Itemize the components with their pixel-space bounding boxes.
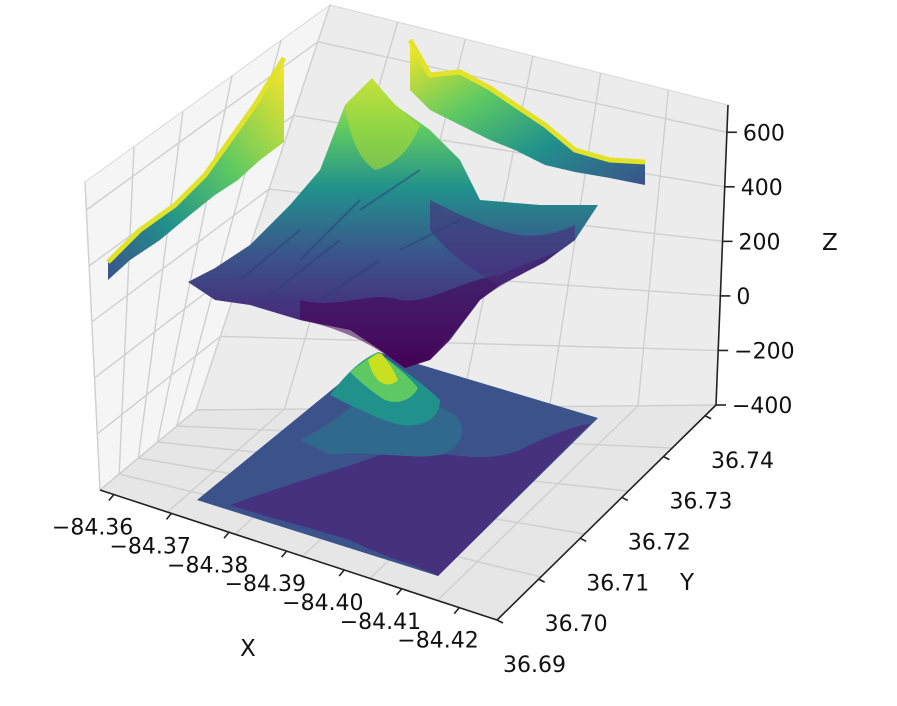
- surface-body: [188, 78, 598, 368]
- z-tick-label: 200: [739, 230, 781, 255]
- grid-line: [195, 4, 331, 411]
- left-wall-profile-edge: [106, 56, 287, 264]
- y-axis-line: [496, 404, 717, 621]
- grid-line: [156, 75, 233, 443]
- grid-line: [137, 111, 184, 459]
- y-tick-label: 36.70: [545, 612, 608, 637]
- z-axis-label: Z: [822, 230, 838, 256]
- grid-line: [99, 409, 197, 491]
- left-wall-profile: [106, 56, 287, 280]
- x-axis-ticks: −84.36−84.37−84.38−84.39−84.40−84.41−84.…: [52, 494, 479, 654]
- grid-line: [220, 335, 719, 352]
- back-wall-profile-fill: [410, 40, 645, 185]
- grid-line: [84, 181, 101, 491]
- x-tick: [453, 607, 460, 615]
- x-tick: [396, 588, 403, 596]
- y-tick: [621, 496, 629, 502]
- x-tick-label: −84.40: [282, 591, 363, 616]
- y-tick: [496, 619, 504, 624]
- x-tick-label: −84.38: [167, 553, 248, 578]
- grid-line: [436, 405, 639, 602]
- surface-valley: [430, 200, 575, 285]
- y-tick-label: 36.71: [586, 571, 649, 596]
- x-tick-label: −84.39: [225, 572, 306, 597]
- y-tick: [663, 455, 670, 461]
- y-tick-label: 36.69: [503, 653, 566, 678]
- y-tick: [538, 578, 545, 583]
- y-tick: [579, 537, 587, 543]
- back-wall-profile: [407, 38, 646, 185]
- surface-ridge-lines: [239, 169, 461, 301]
- surface: [188, 78, 598, 368]
- grid-line: [637, 89, 669, 406]
- z-tick-label: 0: [736, 285, 750, 310]
- grid-line: [91, 188, 270, 323]
- y-tick-label: 36.73: [669, 490, 732, 515]
- surface-peak-highlight: [345, 78, 420, 170]
- y-tick-label: 36.74: [711, 449, 774, 474]
- y-axis-ticks: 36.69 36.70 36.71 36.72 36.73 36.74: [496, 415, 774, 678]
- x-tick-label: −84.42: [397, 629, 478, 654]
- x-tick: [280, 550, 288, 558]
- back-wall-profile-edge: [407, 38, 646, 165]
- z-tick-label: −200: [734, 339, 794, 364]
- x-axis-line: [99, 489, 498, 621]
- axis-edges: [99, 104, 729, 621]
- x-tick-label: −84.37: [109, 534, 190, 559]
- grid-line: [96, 335, 221, 435]
- floor-contour-peak: [368, 353, 398, 385]
- x-axis-label: X: [240, 636, 256, 662]
- x-tick: [338, 569, 345, 577]
- z-axis-line: [715, 104, 729, 406]
- grid-line: [317, 41, 728, 133]
- y-axis-label: Y: [679, 570, 695, 596]
- floor-contour: [197, 352, 598, 576]
- y-tick-label: 36.72: [628, 530, 691, 555]
- x-tick: [108, 494, 115, 502]
- x-tick-label: −84.36: [52, 516, 133, 541]
- y-tick: [704, 415, 712, 420]
- z-tick-label: −400: [732, 394, 792, 419]
- x-tick: [165, 512, 173, 520]
- grid-line: [118, 146, 135, 475]
- x-tick: [223, 531, 230, 539]
- floor-contour-low-band: [230, 424, 590, 576]
- z-tick-label: 600: [743, 121, 785, 146]
- x-tick-label: −84.41: [340, 610, 421, 635]
- grid-line: [167, 408, 285, 513]
- z-tick-label: 400: [741, 176, 783, 201]
- z-axis-ticks: −400 −200 0 200 400 600: [716, 121, 795, 419]
